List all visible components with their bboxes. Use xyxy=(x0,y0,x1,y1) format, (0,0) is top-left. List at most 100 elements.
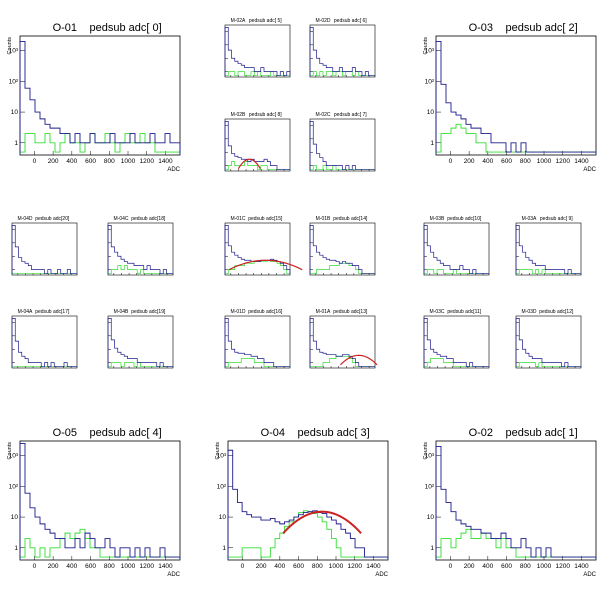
plot-frame xyxy=(309,315,376,369)
fit-curve xyxy=(228,259,303,271)
series-blue xyxy=(107,225,174,275)
chart-title-name: M-04C xyxy=(113,216,128,222)
plot-frame xyxy=(19,440,181,561)
x-axis-label: ADC xyxy=(583,572,596,578)
series-blue xyxy=(435,40,597,155)
x-tick-label: 400 xyxy=(482,563,493,570)
y-axis-label: Counts xyxy=(215,442,221,460)
x-tick-label: 200 xyxy=(256,563,267,570)
chart-title-name: M-02B xyxy=(231,112,246,118)
chart-m-01c: M-01C pedsub adc[15] xyxy=(224,216,303,276)
y-tick-label: 10 xyxy=(11,514,19,521)
chart-title-name: M-04A xyxy=(18,309,33,315)
chart-o-03: O-03 pedsub adc[ 2] 1 10 10² 10³ 0 200 400 600 800… xyxy=(423,22,597,173)
chart-m-02c: M-02C pedsub adc[ 7] xyxy=(309,112,376,172)
plot-frame xyxy=(423,315,490,369)
chart-m-03c: M-03C pedsub adc[11] xyxy=(423,309,490,369)
y-tick-label: 10³ xyxy=(9,48,19,55)
chart-title-name: M-02C xyxy=(315,112,330,118)
chart-title-var: pedsub adc[16] xyxy=(248,309,283,315)
y-tick-label: 10 xyxy=(11,109,19,116)
chart-title-var: pedsub adc[15] xyxy=(248,216,283,222)
series-blue xyxy=(224,27,291,77)
series-blue xyxy=(515,225,582,275)
series-blue xyxy=(227,449,389,560)
chart-title-name: O-04 xyxy=(261,427,285,439)
chart-title-var: pedsub adc[ 9] xyxy=(540,216,573,222)
series-green xyxy=(227,510,389,560)
chart-title-var: pedsub adc[11] xyxy=(447,309,481,315)
series-blue xyxy=(423,318,490,368)
chart-m-04d: M-04D pedsub adc[20] xyxy=(11,216,78,276)
x-tick-label: 800 xyxy=(312,563,323,570)
chart-title-var: pedsub adc[19] xyxy=(131,309,166,315)
chart-title-name: O-02 xyxy=(469,427,493,439)
series-blue xyxy=(435,445,597,560)
chart-title-name: M-03D xyxy=(521,309,536,315)
fit-curve xyxy=(237,158,261,170)
y-tick-label: 10³ xyxy=(9,453,19,460)
x-tick-label: 1000 xyxy=(537,563,552,570)
chart-title-var: pedsub adc[ 0] xyxy=(90,22,162,34)
chart-title-name: M-03B xyxy=(430,216,445,222)
plot-frame xyxy=(107,315,174,369)
x-tick-label: 1400 xyxy=(574,563,589,570)
x-tick-label: 200 xyxy=(48,563,59,570)
chart-m-04c: M-04C pedsub adc[18] xyxy=(107,216,174,276)
chart-title-var: pedsub adc[20] xyxy=(35,216,70,222)
chart-m-03d: M-03D pedsub adc[12] xyxy=(515,309,582,369)
x-tick-label: 600 xyxy=(85,158,96,165)
chart-title-var: pedsub adc[ 8] xyxy=(249,112,282,118)
series-blue xyxy=(515,318,582,368)
x-tick-label: 1200 xyxy=(555,563,570,570)
plot-frame xyxy=(224,24,291,78)
y-tick-label: 1 xyxy=(14,140,18,147)
plot-frame xyxy=(309,118,376,172)
x-axis-label: ADC xyxy=(375,572,388,578)
series-green xyxy=(19,133,181,155)
x-tick-label: 400 xyxy=(66,158,77,165)
chart-title-var: pedsub adc[ 6] xyxy=(334,18,367,24)
plot-frame xyxy=(224,315,291,369)
x-axis-label: ADC xyxy=(583,167,596,173)
x-tick-label: 0 xyxy=(33,158,37,165)
x-tick-label: 200 xyxy=(464,158,475,165)
fit-curve xyxy=(340,354,378,366)
series-blue xyxy=(309,27,376,77)
y-axis-label: Counts xyxy=(7,442,13,460)
chart-title-var: pedsub adc[ 1] xyxy=(506,427,578,439)
chart-o-02: O-02 pedsub adc[ 1] 1 10 10² 10³ 0 200 400 600 800… xyxy=(423,427,597,578)
chart-title-var: pedsub adc[ 5] xyxy=(249,18,282,24)
chart-o-01: O-01 pedsub adc[ 0] 1 10 10² 10³ 0 200 400 600 800… xyxy=(7,22,181,173)
chart-o-04: O-04 pedsub adc[ 3] 1 10 10² 10³ 0 200 400 600 800… xyxy=(215,427,389,578)
x-tick-label: 600 xyxy=(501,158,512,165)
chart-m-01b: M-01B pedsub adc[14] xyxy=(309,216,376,276)
x-tick-label: 1400 xyxy=(366,563,381,570)
x-tick-label: 200 xyxy=(464,563,475,570)
series-green xyxy=(107,362,174,368)
chart-title-var: pedsub adc[ 3] xyxy=(298,427,370,439)
y-tick-label: 10 xyxy=(219,514,227,521)
chart-title-name: O-01 xyxy=(53,22,77,34)
fit-curve xyxy=(282,510,362,534)
y-tick-label: 10 xyxy=(427,109,435,116)
x-tick-label: 1400 xyxy=(574,158,589,165)
series-blue xyxy=(423,225,490,275)
x-tick-label: 1200 xyxy=(555,158,570,165)
series-blue xyxy=(224,121,291,171)
series-blue xyxy=(224,318,291,368)
chart-m-04a: M-04A pedsub adc[17] xyxy=(11,309,78,369)
chart-title-var: pedsub adc[ 7] xyxy=(334,112,367,118)
y-axis-label: Counts xyxy=(7,37,13,55)
x-axis-label: ADC xyxy=(167,167,180,173)
x-tick-label: 1200 xyxy=(139,158,154,165)
chart-title-name: M-01D xyxy=(230,309,245,315)
x-axis-label: ADC xyxy=(167,572,180,578)
x-tick-label: 1400 xyxy=(158,158,173,165)
chart-title-var: pedsub adc[17] xyxy=(35,309,70,315)
chart-m-04b: M-04B pedsub adc[19] xyxy=(107,309,174,369)
x-tick-label: 600 xyxy=(501,563,512,570)
chart-title-name: M-04D xyxy=(17,216,32,222)
x-tick-label: 400 xyxy=(274,563,285,570)
